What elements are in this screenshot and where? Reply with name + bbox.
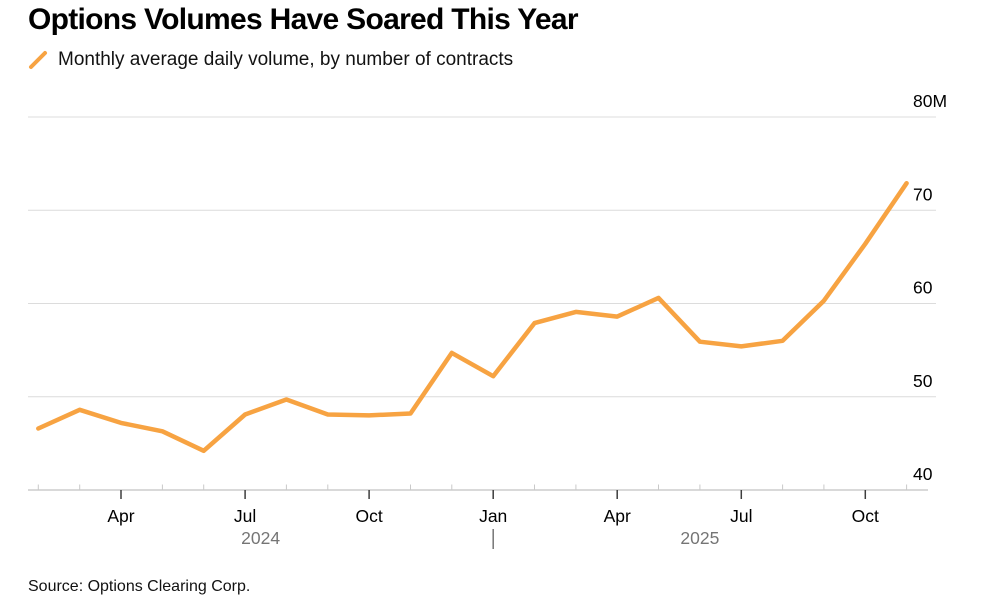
source-note: Source: Options Clearing Corp.	[28, 578, 251, 595]
x-tick-label: Jan	[479, 506, 507, 526]
y-tick-label: 40	[913, 464, 933, 484]
legend-label: Monthly average daily volume, by number …	[58, 49, 514, 70]
volume-line	[36, 180, 909, 454]
legend-slash-mark	[29, 51, 47, 69]
y-tick-label: 80M	[913, 91, 947, 111]
x-tick-label: Oct	[355, 506, 382, 526]
line-chart: 40 50 60 70 80M Apr Jul Oct Jan Apr Jul Oct 2024 2025	[28, 91, 947, 549]
x-tick-label: Oct	[852, 506, 879, 526]
legend-line-swatch-icon	[29, 51, 47, 69]
chart-title: Options Volumes Have Soared This Year	[28, 3, 579, 36]
year-label: 2024	[241, 528, 280, 548]
year-label: 2025	[680, 528, 719, 548]
legend: Monthly average daily volume, by number …	[28, 49, 513, 71]
x-tick-label: Jul	[730, 506, 752, 526]
y-tick-label: 60	[913, 278, 933, 298]
y-tick-label: 50	[913, 371, 933, 391]
x-tick-label: Apr	[604, 506, 631, 526]
x-tick-label: Apr	[107, 506, 134, 526]
x-tick-label: Jul	[234, 506, 256, 526]
y-tick-label: 70	[913, 184, 933, 204]
